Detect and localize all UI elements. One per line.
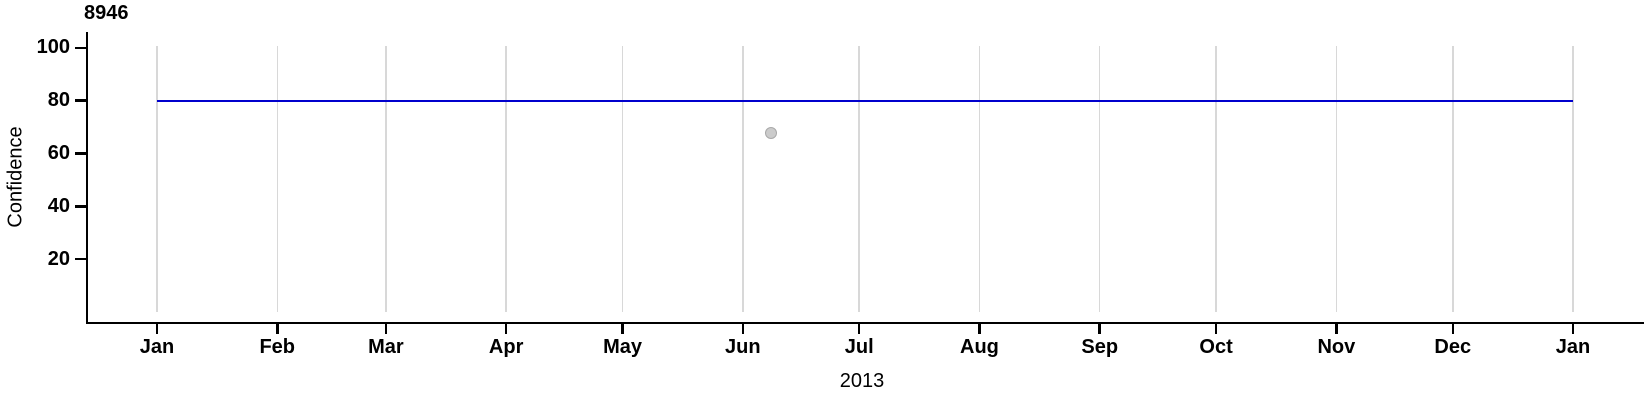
x-tick-label: Aug xyxy=(960,336,999,358)
month-gridline xyxy=(1452,46,1454,312)
x-tick xyxy=(155,324,159,334)
y-tick xyxy=(74,257,86,261)
month-gridline xyxy=(1335,46,1338,312)
y-tick-label: 80 xyxy=(47,89,70,112)
x-tick xyxy=(978,324,981,334)
x-tick-label: Nov xyxy=(1317,336,1356,358)
month-gridline xyxy=(621,46,624,312)
y-tick xyxy=(74,152,86,155)
x-tick xyxy=(1335,324,1338,334)
month-gridline xyxy=(505,46,507,312)
x-axis-title: 2013 xyxy=(839,370,885,392)
month-gridline xyxy=(978,46,981,312)
reference-line xyxy=(157,99,1574,102)
month-gridline xyxy=(156,46,158,312)
month-gridline xyxy=(1572,46,1574,312)
x-tick-label: Feb xyxy=(259,336,296,358)
x-tick xyxy=(504,324,508,334)
y-axis-line xyxy=(85,32,88,324)
x-tick xyxy=(621,324,624,334)
x-tick-label: Apr xyxy=(488,336,524,358)
x-axis-line xyxy=(85,321,1644,324)
x-tick-label: Dec xyxy=(1434,336,1472,358)
x-tick xyxy=(741,324,745,334)
x-tick xyxy=(384,324,388,334)
x-tick xyxy=(1214,324,1218,334)
y-tick-label: 60 xyxy=(47,142,70,164)
y-tick-label: 40 xyxy=(47,194,70,217)
y-tick xyxy=(74,99,86,102)
month-gridline xyxy=(385,46,387,312)
y-tick-label: 100 xyxy=(36,36,70,59)
x-tick xyxy=(857,324,861,334)
x-tick-label: Jun xyxy=(725,336,761,358)
x-tick-label: Oct xyxy=(1199,336,1233,358)
month-gridline xyxy=(1215,46,1217,312)
x-tick xyxy=(1571,324,1575,334)
month-gridline xyxy=(742,46,744,312)
month-gridline xyxy=(1098,46,1101,312)
x-tick-label: Sep xyxy=(1081,336,1119,358)
y-tick-label: 20 xyxy=(47,247,70,270)
x-tick xyxy=(1098,324,1101,334)
x-tick-label: Jul xyxy=(844,336,874,358)
x-tick xyxy=(1451,324,1454,334)
data-point xyxy=(765,127,778,140)
y-tick xyxy=(74,46,86,50)
x-tick-label: May xyxy=(603,336,642,358)
month-gridline xyxy=(276,46,278,312)
x-tick-label: Jan xyxy=(1555,336,1591,358)
x-tick xyxy=(276,324,279,334)
month-gridline xyxy=(858,46,860,312)
x-tick-label: Jan xyxy=(139,336,175,358)
y-tick xyxy=(74,205,86,208)
x-tick-label: Mar xyxy=(368,336,404,358)
chart-title: 8946 xyxy=(84,2,129,24)
